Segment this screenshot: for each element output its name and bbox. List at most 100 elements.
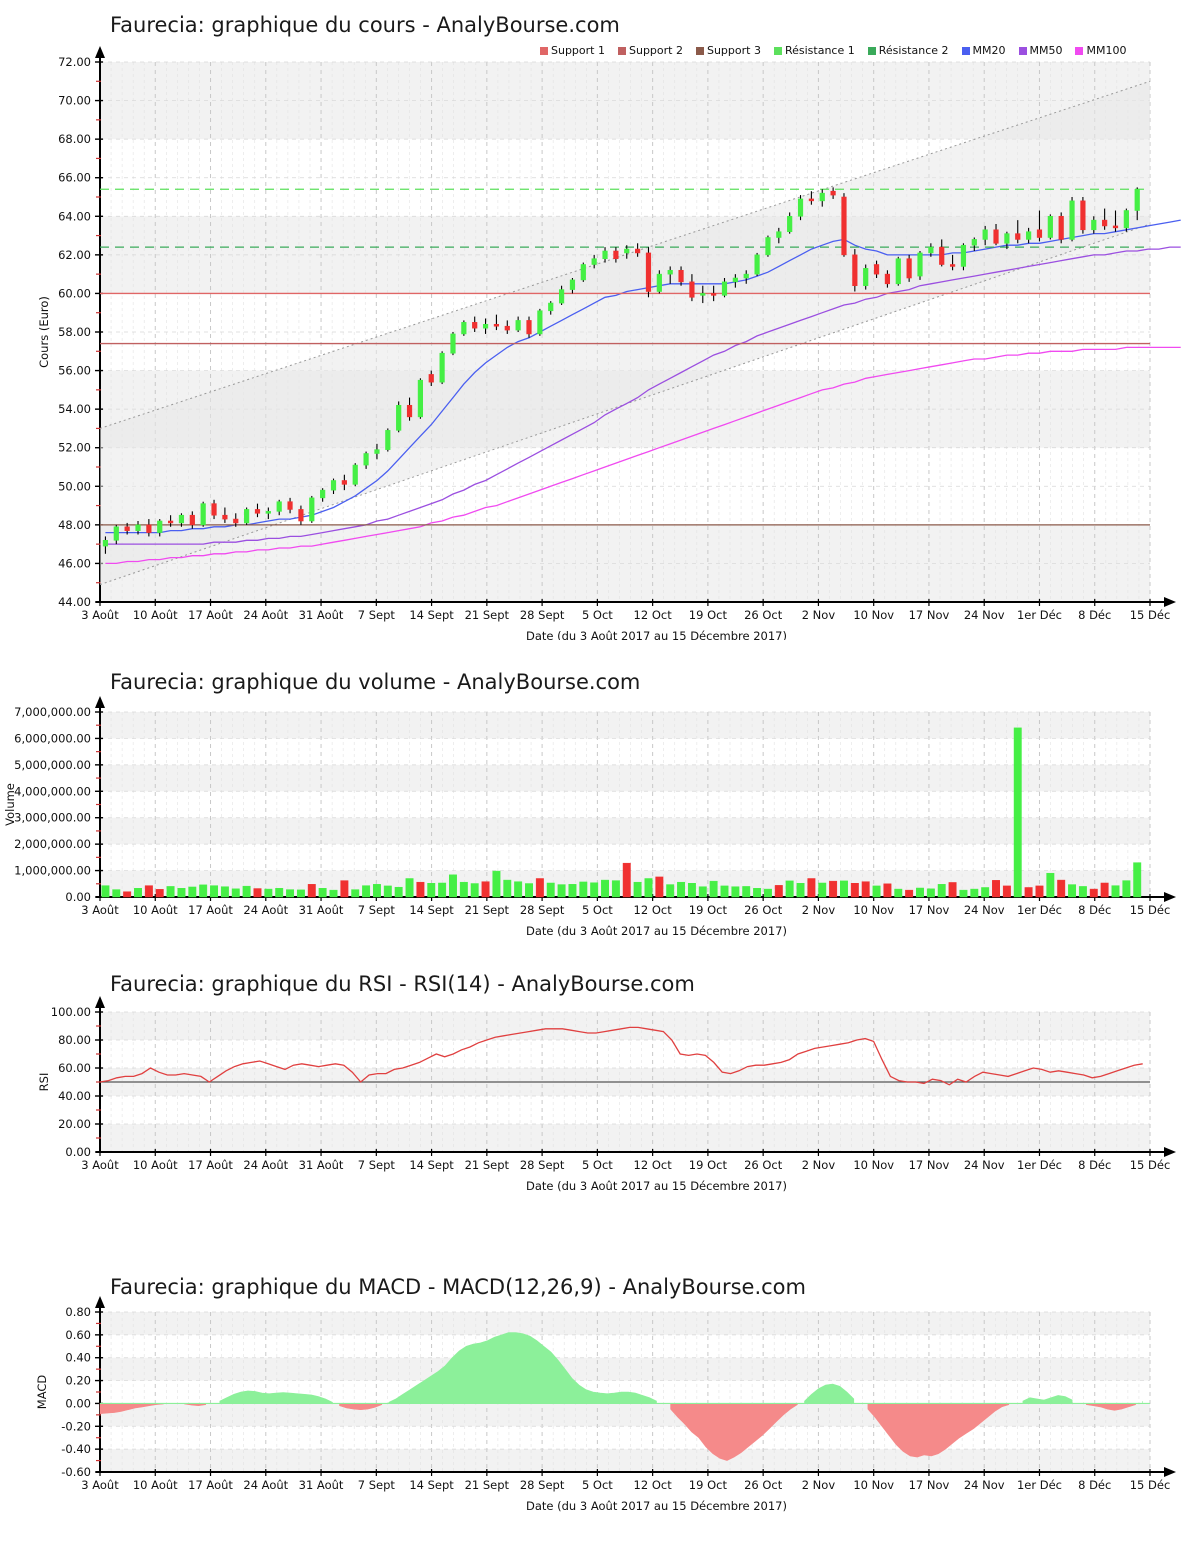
volume-bar (579, 881, 588, 898)
candle-body (971, 239, 977, 246)
volume-bar (622, 862, 631, 898)
x-tick-label: 28 Sept (520, 1158, 565, 1172)
x-tick-label: 17 Août (188, 1158, 233, 1172)
candle-body (776, 231, 782, 238)
candle-body (504, 325, 510, 331)
y-tick-label: 68.00 (58, 132, 91, 146)
x-tick-label: 28 Sept (520, 608, 565, 622)
candle-body (873, 264, 880, 275)
candle-body (949, 264, 956, 267)
ma-line-mm50 (105, 246, 1181, 545)
candle-body (852, 254, 858, 287)
candle-body (906, 258, 912, 279)
y-tick-label: 64.00 (58, 209, 91, 223)
candle-body (884, 273, 891, 285)
volume-bar (709, 880, 718, 898)
legend-item-label: MM20 (972, 44, 1006, 57)
x-tick-label: 28 Sept (520, 903, 565, 917)
legend-item-7: MM100 (1075, 44, 1126, 57)
volume-bar (959, 889, 968, 898)
x-axis-title: Date (du 3 Août 2017 au 15 Décembre 2017… (526, 629, 787, 640)
legend-item-label: MM100 (1086, 44, 1127, 57)
x-tick-label: 31 Août (299, 1478, 344, 1492)
candle-body (1069, 200, 1075, 240)
candle-body (330, 480, 337, 491)
candle-body (808, 198, 814, 202)
legend-item-label: MM50 (1029, 44, 1063, 57)
candle-body (428, 374, 434, 383)
x-tick-label: 8 Déc (1078, 1478, 1111, 1492)
x-tick-label: 14 Sept (409, 903, 454, 917)
y-tick-label: 56.00 (58, 364, 91, 378)
candle-body (287, 501, 293, 510)
volume-bar (286, 889, 295, 898)
y-tick-label: 54.00 (58, 402, 91, 416)
x-tick-label: 5 Oct (582, 608, 613, 622)
volume-bar (459, 881, 468, 898)
x-tick-label: 10 Août (133, 608, 178, 622)
candle-body (1004, 233, 1010, 244)
candle-body (624, 248, 630, 254)
volume-bar (850, 883, 859, 898)
y-tick-label: 2,000,000.00 (14, 837, 91, 851)
macd-chart-svg[interactable]: -0.60 -0.40 -0.20 0.00 0.20 0.40 0.60 0.80 3 Aoû… (0, 1250, 1200, 1550)
y-tick-label: 4,000,000.00 (14, 784, 91, 798)
macd-negative-area (867, 1403, 1010, 1458)
candle-body (189, 514, 195, 526)
volume-bar (829, 880, 838, 898)
x-tick-label: 12 Oct (634, 1478, 673, 1492)
volume-bar (1046, 872, 1055, 898)
x-tick-label: 5 Oct (582, 903, 613, 917)
plot-band (100, 1312, 1150, 1335)
legend-item-3: Résistance 1 (773, 44, 855, 57)
x-axis-arrow-icon (1164, 597, 1176, 607)
x-tick-label: 19 Oct (689, 1158, 728, 1172)
volume-bar (1035, 885, 1044, 898)
candle-body (743, 273, 749, 279)
candle-body (645, 252, 652, 292)
y-tick-label: 0.80 (65, 1305, 91, 1319)
x-tick-label: 31 Août (299, 1158, 344, 1172)
x-tick-label: 2 Nov (802, 608, 836, 622)
candle-body (102, 539, 109, 547)
candle-body (222, 514, 228, 520)
x-axis-arrow-icon (1164, 1467, 1176, 1477)
y-tick-label: 62.00 (58, 248, 91, 262)
volume-bar (1089, 888, 1098, 898)
candle-body (1047, 215, 1053, 238)
legend-item-4: Résistance 2 (867, 44, 949, 57)
x-tick-label: 15 Déc (1130, 1158, 1171, 1172)
x-tick-label: 19 Oct (689, 1478, 728, 1492)
volume-bar (199, 884, 208, 898)
volume-bar (1057, 879, 1066, 898)
y-axis-title: Cours (Euro) (37, 296, 51, 368)
rsi-chart-title: Faurecia: graphique du RSI - RSI(14) - A… (110, 972, 695, 996)
x-tick-label: 21 Sept (465, 903, 510, 917)
y-axis-arrow-icon (95, 696, 105, 708)
candle-body (352, 464, 358, 485)
y-tick-label: 40.00 (58, 1089, 91, 1103)
volume-chart-svg[interactable]: 0.00 1,000,000.00 2,000,000.00 3,000,000.00… (0, 650, 1200, 950)
candle-body (157, 520, 163, 533)
x-tick-label: 14 Sept (409, 1478, 454, 1492)
price-chart-svg[interactable]: 44.00 46.00 48.00 50.00 52.00 54.00 56.00 58.00… (0, 0, 1200, 640)
y-tick-label: 0.00 (65, 1145, 91, 1159)
candle-body (993, 229, 999, 244)
candle-body (1102, 219, 1108, 227)
plot-band (100, 1124, 1150, 1152)
x-tick-label: 10 Nov (853, 1478, 894, 1492)
candle-body (895, 258, 901, 285)
x-tick-label: 21 Sept (465, 1478, 510, 1492)
volume-bar (753, 888, 762, 898)
legend-swatch-icon (1075, 46, 1084, 55)
volume-bar (383, 885, 392, 898)
candle-body (1026, 231, 1032, 240)
rsi-chart-svg[interactable]: 0.00 20.00 40.00 60.00 80.00 100.00 3 Août 10 A… (0, 950, 1200, 1250)
candle-body (396, 404, 402, 431)
volume-bar (535, 878, 544, 898)
y-tick-label: 48.00 (58, 518, 91, 532)
legend-item-1: Support 2 (617, 44, 683, 57)
y-tick-label: 72.00 (58, 55, 91, 69)
volume-bar (1111, 885, 1120, 898)
candle-body (211, 503, 217, 516)
